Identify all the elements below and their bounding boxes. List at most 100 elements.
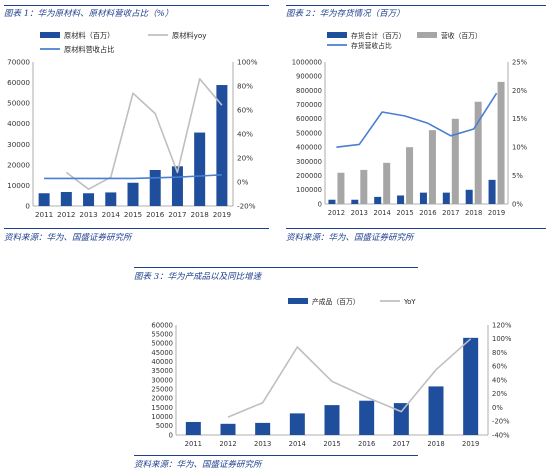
legend-label: YoY [403, 298, 416, 306]
left-tick-label: 70000 [7, 58, 30, 67]
left-tick-label: 300000 [296, 158, 322, 166]
fig2-source: 资料来源：华为、国盛证券研究所 [286, 233, 414, 243]
right-tick-label: 100% [492, 335, 512, 343]
x-tick-label: 2016 [146, 210, 165, 219]
fig1-source: 资料来源：华为、国盛证券研究所 [4, 233, 132, 243]
bar [127, 182, 139, 206]
left-tick-label: 10000 [151, 413, 173, 421]
left-tick-label: 0 [318, 200, 322, 208]
bar [383, 162, 391, 204]
bar [194, 132, 206, 206]
legend-swatch [417, 32, 437, 38]
x-tick-label: 2017 [168, 210, 186, 219]
x-tick-label: 2015 [323, 440, 340, 448]
right-tick-label: -20% [237, 202, 256, 211]
bar [324, 405, 340, 435]
bar [465, 189, 473, 204]
right-tick-label: 20% [237, 154, 253, 163]
x-tick-label: 2011 [35, 210, 53, 219]
fig1-caption: 图表 1：华为原材料、原材料营收占比（%） [4, 9, 174, 19]
series-line [65, 77, 223, 190]
right-tick-label: -40% [492, 431, 510, 439]
bar [463, 337, 479, 435]
right-tick-label: 80% [237, 82, 253, 91]
x-tick-label: 2018 [191, 210, 210, 219]
fig3-top-rule [134, 267, 418, 268]
x-tick-label: 2012 [328, 209, 345, 217]
left-tick-label: 100000 [296, 186, 322, 194]
bar [406, 147, 414, 204]
series-line [336, 92, 498, 148]
right-tick-label: 100% [237, 58, 258, 67]
x-tick-label: 2013 [254, 440, 271, 448]
x-tick-label: 2018 [465, 209, 482, 217]
right-tick-label: 0% [237, 178, 249, 187]
left-tick-label: 35000 [151, 367, 173, 375]
bar [38, 193, 50, 206]
legend-label: 原材料（百万） [64, 31, 114, 40]
x-tick-label: 2017 [393, 440, 410, 448]
x-tick-label: 2012 [57, 210, 75, 219]
left-tick-label: 600000 [296, 115, 322, 123]
right-tick-label: 10% [512, 144, 528, 152]
right-tick-label: -20% [492, 418, 510, 426]
x-tick-label: 2019 [462, 440, 479, 448]
fig3-source: 资料来源：华为、国盛证券研究所 [134, 460, 262, 470]
legend-label: 原材料营收占比 [64, 45, 114, 54]
left-tick-label: 45000 [151, 349, 173, 357]
bar [171, 166, 183, 206]
fig1-bottom-rule [4, 228, 269, 229]
left-tick-label: 500000 [296, 129, 322, 137]
legend-label: 存货营收占比 [351, 41, 392, 50]
right-tick-label: 40% [492, 376, 508, 384]
left-tick-label: 25000 [151, 386, 173, 394]
bar [220, 423, 236, 435]
x-tick-label: 2012 [219, 440, 236, 448]
right-tick-label: 60% [237, 106, 253, 115]
bar [289, 413, 305, 435]
fig3-caption: 图表 3：华为产成品以及同比增速 [134, 272, 262, 282]
legend-label: 原材料yoy [172, 31, 207, 40]
bar [442, 192, 450, 204]
right-tick-label: 5% [512, 172, 523, 180]
fig2-chart: 0 100000 200000 300000 400000 500000 600000 700… [292, 31, 528, 217]
left-tick-label: 30000 [151, 376, 173, 384]
series-line [44, 174, 222, 180]
legend-swatch [327, 32, 347, 38]
bar [105, 192, 117, 206]
x-tick-label: 2015 [396, 209, 413, 217]
x-tick-label: 2013 [79, 210, 97, 219]
bar [474, 101, 482, 204]
right-tick-label: 0% [512, 200, 523, 208]
legend-label: 存货合计（百万） [351, 31, 405, 40]
x-tick-label: 2014 [289, 440, 306, 448]
left-tick-label: 50000 [151, 340, 173, 348]
legend-label: 营收（百万） [441, 31, 482, 40]
left-tick-label: 0 [169, 431, 173, 439]
bar [216, 85, 228, 206]
bar [428, 130, 436, 204]
bar [497, 81, 505, 204]
left-tick-label: 200000 [296, 172, 322, 180]
right-tick-label: 25% [512, 58, 528, 66]
fig2-top-rule [286, 5, 546, 6]
bar [359, 400, 375, 435]
left-tick-label: 60000 [7, 78, 30, 87]
right-tick-label: 80% [492, 349, 508, 357]
x-tick-label: 2016 [358, 440, 375, 448]
left-tick-label: 40000 [7, 119, 30, 128]
left-tick-label: 20000 [7, 160, 30, 169]
left-tick-label: 60000 [151, 321, 173, 329]
bar [149, 170, 161, 206]
left-tick-label: 15000 [151, 404, 173, 412]
bar [255, 422, 271, 435]
bar [83, 193, 95, 206]
x-tick-label: 2014 [374, 209, 391, 217]
fig2-bottom-rule [286, 228, 546, 229]
x-tick-label: 2019 [488, 209, 505, 217]
legend-label: 产成品（百万） [312, 297, 360, 306]
right-tick-label: 0% [492, 404, 503, 412]
bar [419, 192, 427, 204]
left-tick-label: 30000 [7, 140, 30, 149]
right-tick-label: 20% [512, 87, 528, 95]
